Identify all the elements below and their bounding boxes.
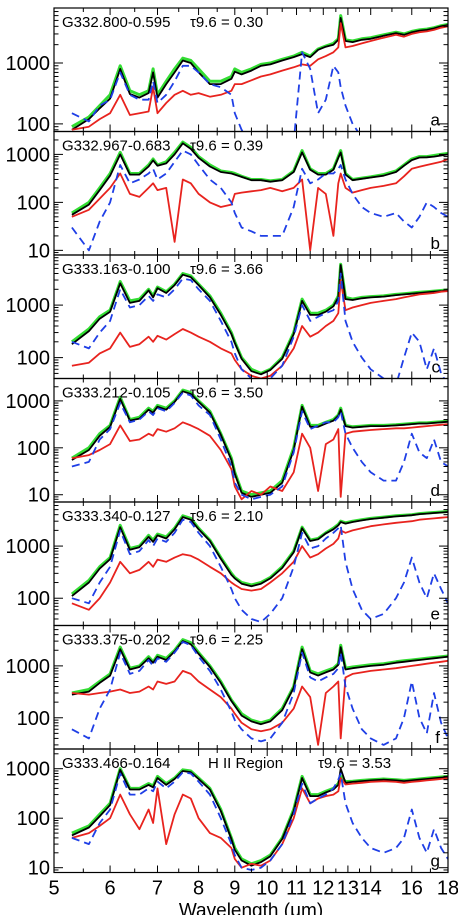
panel-letter: g bbox=[431, 852, 440, 871]
y-tick-label: 10 bbox=[28, 858, 50, 880]
x-tick-label: 10 bbox=[256, 878, 278, 900]
series-line-3 bbox=[71, 421, 448, 501]
series-line-4 bbox=[71, 149, 448, 252]
series-line-3 bbox=[71, 279, 448, 379]
series-line-3 bbox=[71, 659, 448, 746]
series-line-1 bbox=[71, 388, 448, 497]
panel-tau-label: τ9.6 = 2.25 bbox=[190, 632, 263, 649]
panel-source-name: G332.800-0.595 bbox=[62, 14, 170, 31]
x-tick-label: 13 bbox=[337, 878, 359, 900]
series-line-4 bbox=[71, 391, 448, 501]
x-tick-label: 11 bbox=[286, 878, 307, 900]
series-line-2 bbox=[71, 390, 448, 498]
panel-letter: f bbox=[435, 728, 440, 747]
x-tick-label: 12 bbox=[312, 878, 334, 900]
panel-letter: d bbox=[431, 481, 440, 500]
series-line-2 bbox=[71, 17, 448, 131]
panel-tau-label: τ9.6 = 3.53 bbox=[318, 755, 391, 772]
panel-tau-label: τ9.6 = 0.39 bbox=[190, 138, 263, 155]
x-tick-label: 18 bbox=[437, 878, 458, 900]
y-tick-label: 100 bbox=[17, 438, 50, 460]
x-tick-label: 5 bbox=[48, 878, 59, 900]
panel-region-label: H II Region bbox=[208, 755, 283, 772]
panel-source-name: G333.340-0.127 bbox=[62, 508, 170, 525]
panel-letter: a bbox=[431, 111, 441, 130]
x-axis-label: Wavelength (μm) bbox=[179, 901, 323, 915]
panel-source-name: G333.466-0.164 bbox=[62, 755, 170, 772]
series-line-4 bbox=[71, 272, 446, 379]
x-tick-label: 7 bbox=[152, 878, 163, 900]
series-line-1 bbox=[71, 638, 448, 725]
y-tick-label: 1000 bbox=[6, 391, 51, 413]
series-line-3 bbox=[71, 22, 448, 131]
panel-tau-label: τ9.6 = 2.10 bbox=[190, 508, 263, 525]
x-tick-label: 16 bbox=[401, 878, 423, 900]
y-tick-label: 10 bbox=[28, 240, 50, 262]
series-line-2 bbox=[71, 264, 448, 376]
series-line-3 bbox=[71, 158, 448, 252]
series-line-1 bbox=[70, 262, 448, 375]
y-tick-label: 100 bbox=[17, 808, 50, 830]
y-tick-label: 1000 bbox=[6, 144, 51, 166]
y-tick-label: 10 bbox=[28, 485, 50, 507]
y-tick-label: 100 bbox=[17, 588, 50, 610]
series-line-3 bbox=[71, 777, 448, 869]
series-line-2 bbox=[71, 511, 448, 597]
y-tick-label: 100 bbox=[17, 192, 50, 214]
y-tick-label: 1000 bbox=[6, 295, 51, 317]
x-tick-label: 9 bbox=[229, 878, 240, 900]
series-line-2 bbox=[71, 640, 448, 726]
panel-letter: b bbox=[431, 234, 440, 253]
y-tick-label: 100 bbox=[17, 348, 50, 370]
series-line-3 bbox=[71, 516, 448, 611]
series-line-4 bbox=[71, 518, 448, 623]
x-tick-label: 6 bbox=[105, 878, 116, 900]
series-line-4 bbox=[71, 641, 448, 746]
panel-letter: e bbox=[431, 605, 440, 624]
panel-source-name: G333.163-0.100 bbox=[62, 261, 170, 278]
y-tick-label: 1000 bbox=[6, 656, 51, 678]
panel-source-name: G333.212-0.105 bbox=[62, 385, 170, 402]
panel-source-name: G332.967-0.683 bbox=[62, 138, 170, 155]
y-tick-label: 1000 bbox=[6, 759, 51, 781]
series-line-4 bbox=[71, 771, 448, 871]
y-tick-label: 1000 bbox=[6, 53, 51, 75]
panel-source-name: G333.375-0.202 bbox=[62, 632, 170, 649]
panel-letter: c bbox=[432, 358, 441, 377]
x-tick-label: 8 bbox=[193, 878, 204, 900]
series-line-2 bbox=[71, 767, 448, 867]
x-tick-label: 14 bbox=[360, 878, 382, 900]
y-tick-label: 100 bbox=[17, 708, 50, 730]
panel-tau-label: τ9.6 = 3.50 bbox=[190, 385, 263, 402]
panel-tau-label: τ9.6 = 3.66 bbox=[190, 261, 263, 278]
y-tick-label: 100 bbox=[17, 114, 50, 136]
series-line-2 bbox=[71, 142, 448, 216]
y-tick-label: 1000 bbox=[6, 536, 51, 558]
panel-tau-label: τ9.6 = 0.30 bbox=[190, 14, 263, 31]
